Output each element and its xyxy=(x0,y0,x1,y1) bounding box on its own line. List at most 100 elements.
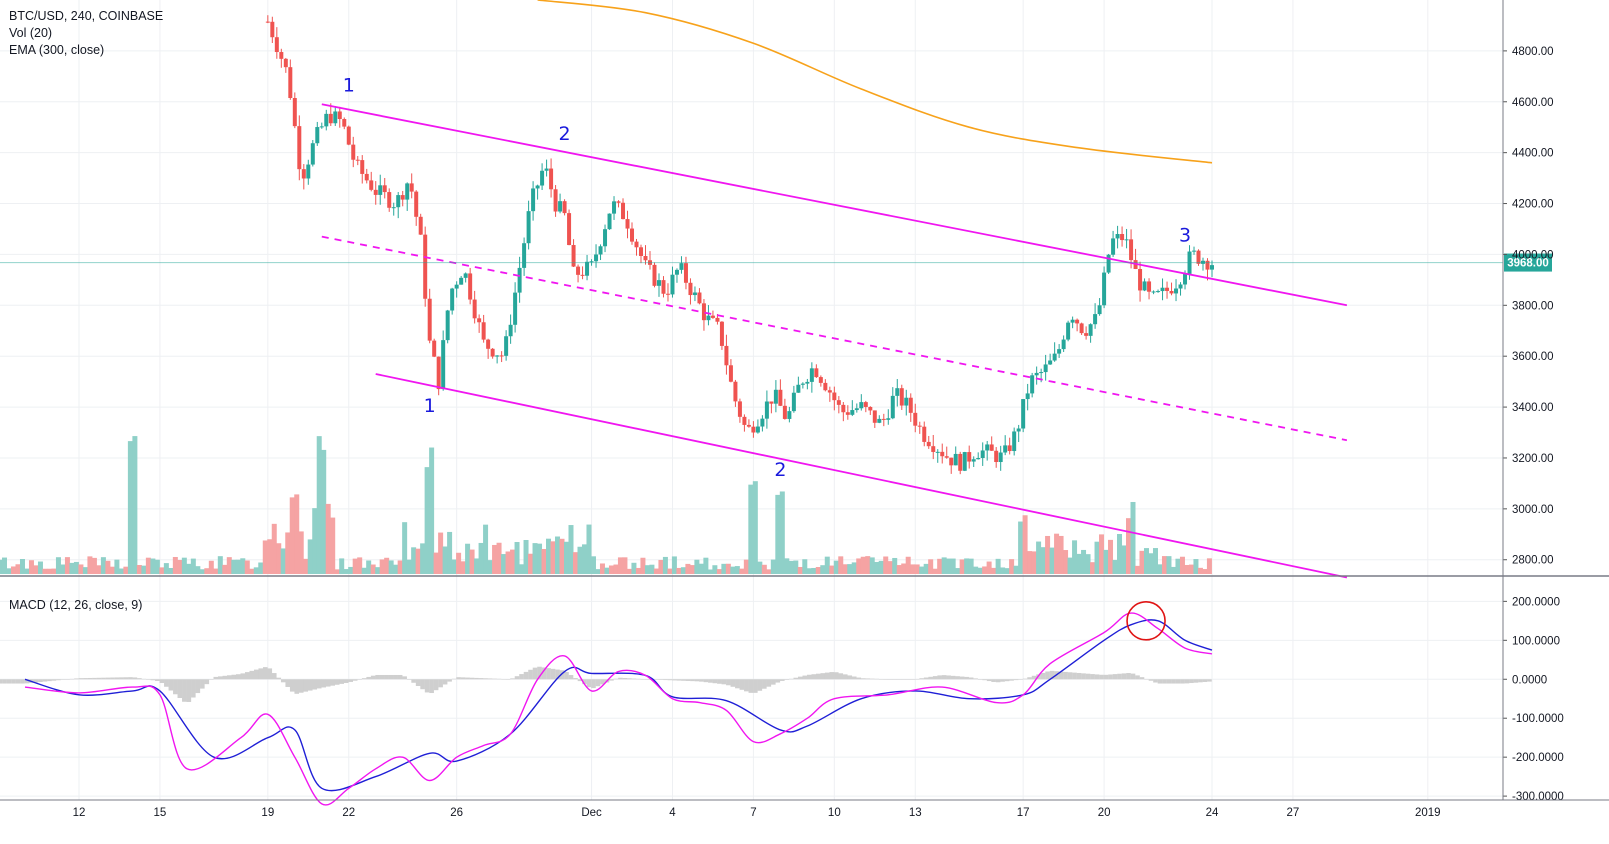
candle-body xyxy=(549,168,554,190)
volume-bar xyxy=(352,558,358,574)
candle-body xyxy=(513,292,518,325)
candle-body xyxy=(333,111,338,124)
volume-bar xyxy=(10,566,16,574)
histogram-bar xyxy=(123,677,129,680)
volume-bar xyxy=(829,565,835,574)
histogram-bar xyxy=(303,679,309,692)
volume-bar xyxy=(420,543,426,574)
histogram-bar xyxy=(74,678,79,680)
volume-bar xyxy=(73,561,79,574)
candle-body xyxy=(1079,323,1084,334)
chart-overlays: 3968.00 xyxy=(0,0,1552,579)
histogram-bar xyxy=(307,679,313,691)
volume-bar xyxy=(1076,553,1082,574)
histogram-bar xyxy=(1076,672,1082,680)
x-tick-label: 10 xyxy=(828,807,841,819)
candle-body xyxy=(373,189,378,195)
volume-bar xyxy=(973,566,979,574)
histogram-bar xyxy=(20,679,25,684)
histogram-bar xyxy=(820,673,826,680)
histogram-bar xyxy=(433,679,439,691)
volume-bar xyxy=(271,523,277,574)
candle-body xyxy=(661,280,666,294)
candle-body xyxy=(486,339,491,349)
volume-bar xyxy=(519,564,525,574)
candle-body xyxy=(1124,239,1129,241)
volume-bar xyxy=(6,568,12,574)
volume-bar xyxy=(460,561,466,574)
volume-bar xyxy=(397,560,403,574)
candle-body xyxy=(607,213,612,230)
candle-body xyxy=(733,381,738,402)
histogram-bar xyxy=(726,679,731,686)
candle-body xyxy=(868,406,873,411)
candle-body xyxy=(1097,305,1102,315)
volume-bar xyxy=(1063,550,1069,574)
histogram-bar xyxy=(955,676,960,680)
histogram-bar xyxy=(258,668,264,680)
candle-body xyxy=(337,111,342,120)
candle-body xyxy=(710,315,715,318)
histogram-bar xyxy=(119,677,124,680)
macd-tick-label: -300.0000 xyxy=(1512,791,1564,803)
histogram-bar xyxy=(397,674,403,680)
histogram-bar xyxy=(393,674,398,680)
histogram-bar xyxy=(168,679,174,691)
histogram-bar xyxy=(721,679,727,685)
histogram-bar xyxy=(757,679,763,691)
volume-bar xyxy=(617,557,623,574)
volume-bar xyxy=(698,563,704,574)
volume-bar xyxy=(532,543,538,574)
candle-body xyxy=(728,365,733,382)
volume-bar xyxy=(177,560,183,574)
volume-bar xyxy=(1197,567,1203,574)
histogram-bar xyxy=(289,679,295,692)
volume-bar xyxy=(1094,541,1100,574)
histogram-bar xyxy=(361,678,367,680)
candle-body xyxy=(378,185,383,195)
volume-bar xyxy=(285,532,291,574)
volume-bar xyxy=(469,549,475,574)
price-tick-label: 4200.00 xyxy=(1512,199,1554,211)
histogram-bar xyxy=(528,669,533,680)
price-tick-label: 3400.00 xyxy=(1512,402,1554,414)
candle-body xyxy=(1102,272,1107,306)
histogram-bar xyxy=(155,679,160,681)
volume-bar xyxy=(986,561,992,574)
volume-bar xyxy=(168,567,174,574)
histogram-bar xyxy=(110,677,115,680)
volume-bar xyxy=(865,556,871,574)
histogram-bar xyxy=(1085,673,1091,680)
histogram-bar xyxy=(762,679,767,689)
volume-bar xyxy=(721,563,727,574)
price-candles xyxy=(265,15,1214,475)
candle-body xyxy=(535,185,540,189)
candle-body xyxy=(1111,238,1116,255)
histogram-bar xyxy=(968,677,974,680)
volume-bar xyxy=(172,556,178,574)
candle-body xyxy=(1151,291,1156,293)
x-tick-label: 7 xyxy=(750,807,756,819)
volume-bar xyxy=(811,567,817,574)
histogram-bar xyxy=(456,677,461,680)
volume-bar xyxy=(905,556,911,574)
candle-body xyxy=(895,388,900,396)
volume-bar xyxy=(622,557,628,574)
histogram-bar xyxy=(235,674,241,680)
candle-body xyxy=(1210,265,1214,270)
candle-body xyxy=(405,183,410,200)
histogram-bar xyxy=(510,678,515,680)
candle-body xyxy=(863,402,868,407)
volume-bar xyxy=(1027,551,1033,574)
candle-body xyxy=(562,201,567,214)
macd-line xyxy=(24,612,1213,806)
histogram-bar xyxy=(613,678,619,680)
candle-body xyxy=(823,382,828,391)
volume-bar xyxy=(141,565,147,574)
candle-body xyxy=(719,321,724,346)
candle-body xyxy=(1115,234,1120,239)
volume-bar xyxy=(550,541,556,574)
candle-body xyxy=(274,37,279,53)
volume-bar xyxy=(433,552,439,574)
